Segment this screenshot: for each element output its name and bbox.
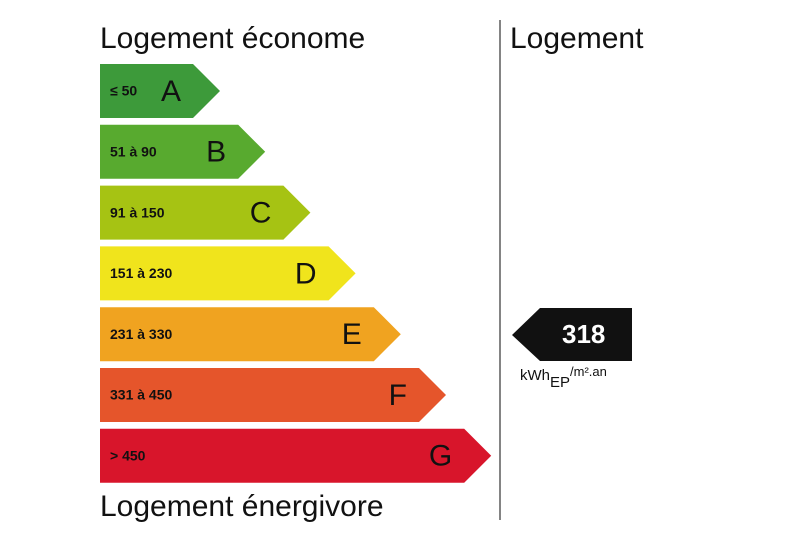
class-bar xyxy=(100,124,266,179)
bottom-title: Logement énergivore xyxy=(100,490,384,523)
class-letter: E xyxy=(342,318,362,351)
class-bar xyxy=(100,428,492,483)
unit-main: kWh xyxy=(520,367,550,384)
column-title: Logement xyxy=(510,22,644,55)
top-title: Logement économe xyxy=(100,22,365,55)
class-letter: D xyxy=(295,257,317,290)
class-bar xyxy=(100,307,401,362)
class-bar xyxy=(100,368,446,422)
indicator-arrow xyxy=(512,308,632,361)
indicator-value: 318 xyxy=(562,319,605,349)
class-range: 151 à 230 xyxy=(110,265,172,281)
class-range: 91 à 150 xyxy=(110,204,165,220)
unit-sub: EP xyxy=(550,374,570,391)
class-range: 51 à 90 xyxy=(110,144,157,160)
class-letter: G xyxy=(429,440,452,473)
class-letter: C xyxy=(250,197,272,230)
class-range: ≤ 50 xyxy=(110,83,137,99)
class-range: 331 à 450 xyxy=(110,387,172,403)
classes: ≤ 50 A 51 à 90 B 91 à 150 C 151 à 230 D 231 à 33… xyxy=(100,64,492,483)
class-letter: F xyxy=(389,379,407,412)
class-bar xyxy=(100,185,311,240)
unit-rest: /m².an xyxy=(570,364,607,379)
class-bar xyxy=(100,246,356,301)
class-letter: A xyxy=(161,75,181,108)
class-letter: B xyxy=(206,136,226,169)
indicator: 318 kWhEP/m².an xyxy=(512,308,632,391)
class-bar xyxy=(100,64,220,118)
class-range: > 450 xyxy=(110,448,146,464)
class-range: 231 à 330 xyxy=(110,326,172,342)
indicator-unit: kWhEP/m².an xyxy=(520,364,607,391)
